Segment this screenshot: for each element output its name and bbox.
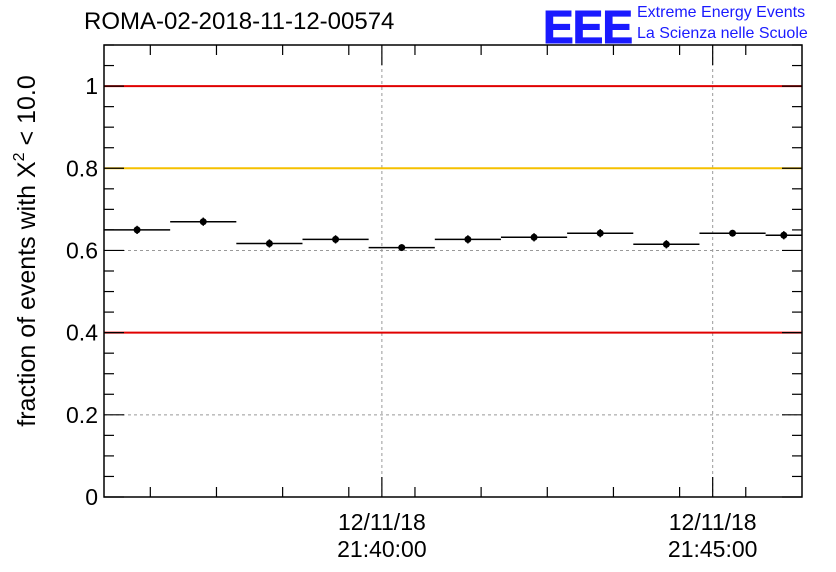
y-tick-label-4: 0.8 [66, 155, 98, 181]
data-point-marker-10 [780, 231, 788, 239]
data-point-4 [368, 244, 435, 252]
data-point-7 [567, 229, 634, 238]
data-point-marker-6 [530, 233, 538, 241]
data-point-marker-1 [199, 218, 207, 226]
chart-title: ROMA-02-2018-11-12-00574 [84, 8, 395, 35]
data-point-marker-8 [662, 240, 670, 248]
data-point-6 [500, 233, 568, 242]
x-tick-label-date-1: 12/11/18 [669, 509, 757, 535]
data-point-8 [633, 240, 700, 249]
data-point-marker-7 [596, 229, 604, 237]
y-tick-label-1: 0.2 [66, 402, 98, 428]
y-axis-label-main: fraction of events with X [13, 161, 41, 427]
y-axis-label-suffix: < 10.0 [13, 75, 41, 152]
data-point-3 [302, 235, 369, 244]
y-tick-label-3: 0.6 [66, 237, 98, 263]
data-point-marker-0 [133, 226, 141, 234]
y-tick-label-0: 0 [85, 484, 98, 510]
data-point-marker-4 [398, 244, 406, 252]
data-point-10 [765, 231, 802, 240]
data-point-marker-2 [265, 239, 273, 247]
data-point-marker-3 [332, 235, 340, 243]
data-point-2 [236, 239, 303, 248]
data-point-marker-5 [464, 235, 472, 243]
data-point-marker-9 [729, 229, 737, 237]
data-point-1 [170, 217, 237, 226]
logo-line-2: La Scienza nelle Scuole [637, 25, 808, 42]
logo-line-1: Extreme Energy Events [637, 4, 806, 21]
x-tick-label-date-0: 12/11/18 [338, 509, 426, 535]
data-point-5 [434, 235, 501, 244]
plot-frame [103, 44, 803, 498]
y-axis-label: fraction of events with X2 < 10.0 [11, 75, 41, 426]
x-tick-label-time-1: 21:45:00 [668, 536, 758, 562]
y-tick-label-5: 1 [85, 73, 98, 99]
data-point-0 [104, 225, 171, 235]
y-tick-label-2: 0.4 [66, 320, 98, 346]
data-point-9 [699, 229, 766, 237]
x-tick-label-time-0: 21:40:00 [337, 536, 427, 562]
y-axis-label-sup: 2 [11, 152, 28, 161]
